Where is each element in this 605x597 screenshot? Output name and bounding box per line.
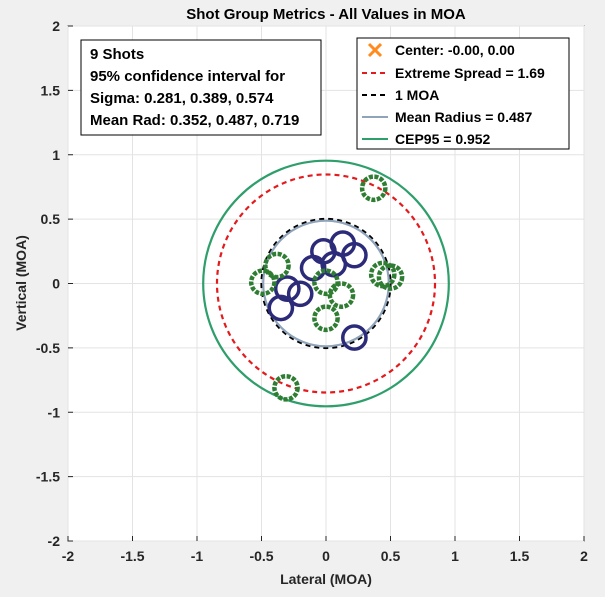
shot-marker-outer xyxy=(359,174,388,203)
circle-1 xyxy=(260,217,392,350)
shot-marker-outer xyxy=(272,373,300,402)
y-tick-label: -2 xyxy=(48,533,61,549)
y-tick-label: 0.5 xyxy=(41,211,61,227)
x-tick-label: 0.5 xyxy=(381,548,401,564)
shot-marker xyxy=(267,294,295,322)
y-tick-label: 1 xyxy=(52,147,60,163)
stats-sigma: Sigma: 0.281, 0.389, 0.574 xyxy=(90,90,274,107)
y-axis-label: Vertical (MOA) xyxy=(13,235,29,331)
shots xyxy=(248,174,405,402)
y-tick-label: 2 xyxy=(52,18,60,34)
x-axis-label: Lateral (MOA) xyxy=(280,571,372,587)
stats-ci-heading: 95% confidence interval for xyxy=(90,68,285,85)
y-tick-label: 0 xyxy=(52,276,60,292)
shot-marker xyxy=(286,280,314,308)
legend-moa-label: 1 MOA xyxy=(395,87,439,103)
legend-mr-label: Mean Radius = 0.487 xyxy=(395,109,533,125)
x-tick-label: -1.5 xyxy=(120,548,144,564)
shot-marker-outer xyxy=(368,260,397,289)
shot-marker-outer xyxy=(327,281,356,309)
y-tick-label: -1.5 xyxy=(36,469,60,485)
x-tick-label: -2 xyxy=(62,548,75,564)
circle-cep95 xyxy=(202,159,450,408)
stats-textbox-frame xyxy=(80,39,322,136)
shot-marker xyxy=(341,324,368,351)
chart-title: Shot Group Metrics - All Values in MOA xyxy=(186,6,466,23)
legend: Center: -0.00, 0.00 Extreme Spread = 1.6… xyxy=(356,37,570,150)
legend-frame xyxy=(356,37,570,150)
x-tick-label: 2 xyxy=(580,548,588,564)
ticks: -2 -1.5 -1 -0.5 0 0.5 1 1.5 2 -2 -1.5 -1 -0.5 0 0.5 1 1.… xyxy=(36,18,588,564)
legend-cep-label: CEP95 = 0.952 xyxy=(395,131,491,147)
y-tick-label: -0.5 xyxy=(36,340,60,356)
stats-shot-count: 9 Shots xyxy=(90,46,144,63)
stats-mean-radius: Mean Rad: 0.352, 0.487, 0.719 xyxy=(90,112,299,129)
x-tick-label: 1.5 xyxy=(510,548,530,564)
y-tick-label: 1.5 xyxy=(41,82,61,98)
legend-center-label: Center: -0.00, 0.00 xyxy=(395,42,515,58)
x-tick-label: -1 xyxy=(191,548,204,564)
x-tick-label: 1 xyxy=(451,548,459,564)
shot-marker-outer xyxy=(312,304,340,333)
circle-extreme xyxy=(215,173,437,394)
shot-marker-outer xyxy=(263,251,291,280)
legend-center-marker xyxy=(367,42,383,58)
metric-circles xyxy=(202,159,450,408)
stats-textbox: 9 Shots 95% confidence interval for Sigm… xyxy=(80,39,322,136)
shot-marker-outer xyxy=(248,268,277,297)
y-tick-label: -1 xyxy=(48,404,61,420)
legend-es-label: Extreme Spread = 1.69 xyxy=(395,65,545,81)
shot-marker-outer xyxy=(376,263,405,291)
x-tick-label: -0.5 xyxy=(249,548,273,564)
x-tick-label: 0 xyxy=(322,548,330,564)
